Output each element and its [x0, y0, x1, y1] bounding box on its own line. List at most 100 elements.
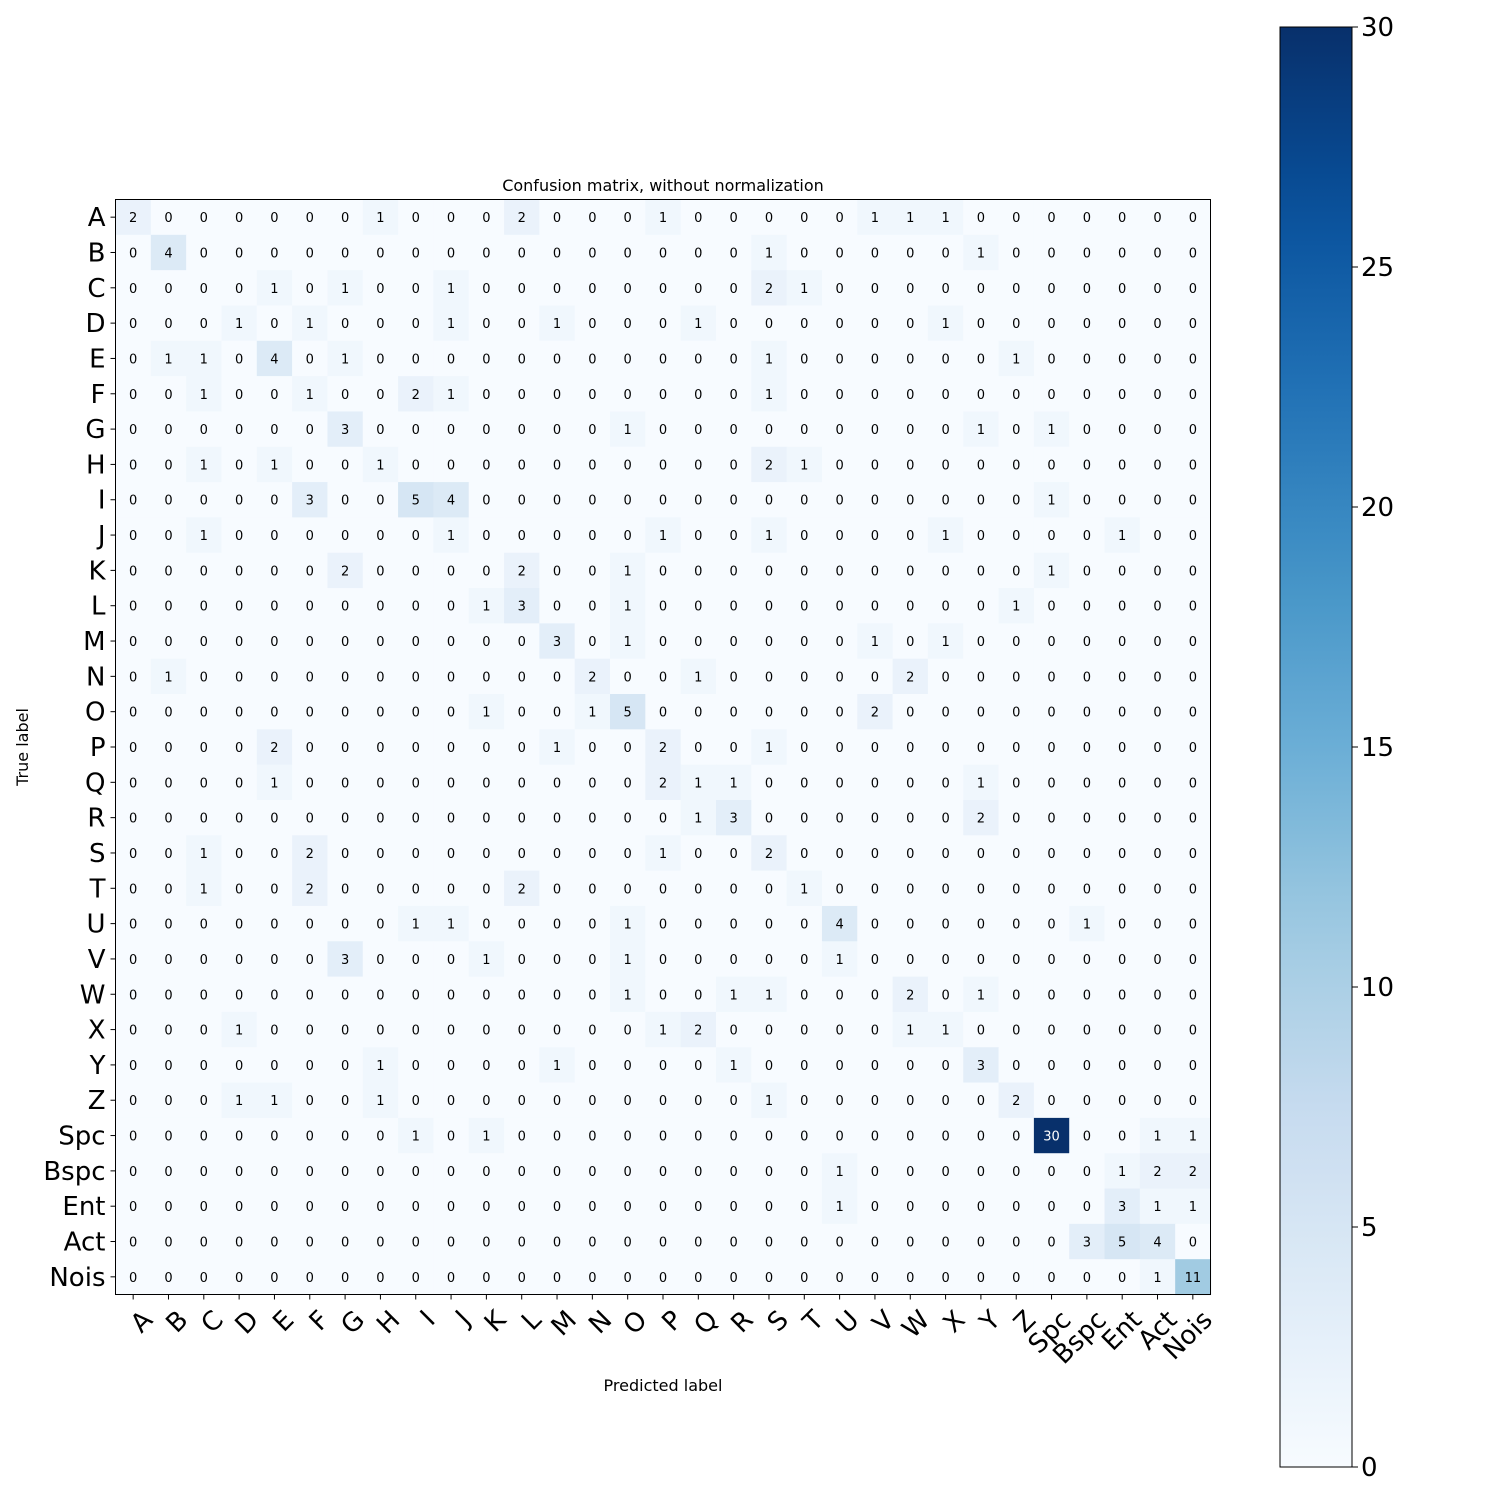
heatmap-cell: [1033, 340, 1070, 377]
heatmap-cell: [998, 799, 1035, 836]
heatmap-cell: [327, 623, 364, 660]
heatmap-cell: [362, 799, 399, 836]
heatmap-cell: [610, 764, 646, 801]
cell-value-label: 1: [1012, 600, 1020, 615]
cell-value-label: 0: [800, 741, 808, 756]
cell-value-label: 0: [129, 458, 137, 473]
heatmap-cell: [362, 411, 399, 448]
cell-value-label: 0: [800, 1200, 808, 1215]
heatmap-cell: [327, 1153, 364, 1190]
heatmap-cell: [998, 340, 1035, 377]
heatmap-cell: [292, 799, 329, 836]
cell-value-label: 0: [871, 1024, 879, 1039]
heatmap-cell: [504, 199, 540, 236]
cell-value-label: 1: [553, 741, 561, 756]
cell-value-label: 0: [835, 1059, 843, 1074]
heatmap-cell: [115, 835, 152, 872]
cell-value-label: 0: [482, 847, 490, 862]
heatmap-cell: [1139, 1259, 1176, 1296]
heatmap-cell: [1033, 1153, 1070, 1190]
heatmap-cell: [1033, 234, 1070, 271]
cell-value-label: 0: [800, 1165, 808, 1180]
heatmap-cell: [821, 517, 858, 554]
heatmap-cell: [292, 905, 329, 942]
cell-value-label: 0: [518, 458, 526, 473]
cell-value-label: 1: [765, 1094, 773, 1109]
cell-value-label: 0: [270, 635, 278, 650]
cell-value-label: 0: [1118, 352, 1126, 367]
heatmap-cell: [751, 623, 788, 660]
cell-value-label: 0: [129, 246, 137, 261]
heatmap-cell: [186, 588, 223, 624]
cell-value-label: 0: [765, 1130, 773, 1145]
y-tick-label: V: [88, 945, 106, 975]
heatmap-cell: [1033, 446, 1070, 483]
heatmap-cell: [680, 870, 717, 907]
cell-value-label: 0: [447, 953, 455, 968]
heatmap-cell: [115, 1188, 152, 1225]
heatmap-cell: [1069, 764, 1106, 801]
heatmap-cell: [1175, 1223, 1212, 1260]
cell-value-label: 1: [800, 458, 808, 473]
heatmap-cell: [1139, 199, 1176, 236]
cell-value-label: 0: [200, 988, 208, 1003]
cell-value-label: 0: [306, 564, 314, 579]
heatmap-cell: [504, 1259, 540, 1296]
cell-value-label: 0: [694, 529, 702, 544]
cell-value-label: 0: [306, 635, 314, 650]
cell-value-label: 0: [1012, 776, 1020, 791]
cell-value-label: 0: [482, 1094, 490, 1109]
heatmap-cell: [1033, 835, 1070, 872]
cell-value-label: 0: [412, 1024, 420, 1039]
heatmap-cell: [786, 835, 823, 872]
heatmap-cell: [786, 976, 823, 1013]
cell-value-label: 0: [1012, 1271, 1020, 1286]
cell-value-label: 0: [588, 1271, 596, 1286]
heatmap-cell: [256, 482, 293, 518]
cell-value-label: 1: [1083, 918, 1091, 933]
cell-value-label: 2: [659, 776, 667, 791]
cell-value-label: 0: [1153, 423, 1161, 438]
cell-value-label: 1: [482, 1130, 490, 1145]
cell-value-label: 0: [376, 741, 384, 756]
heatmap-cell: [362, 199, 399, 236]
heatmap-cell: [256, 1082, 293, 1119]
heatmap-cell: [256, 1047, 293, 1084]
cell-value-label: 0: [906, 847, 914, 862]
x-tick-label: E: [267, 1305, 300, 1338]
heatmap-cell: [574, 482, 611, 518]
cell-value-label: 0: [1153, 953, 1161, 968]
heatmap-cell: [1139, 270, 1176, 307]
heatmap-cell: [221, 1117, 258, 1154]
heatmap-cell: [963, 340, 1000, 377]
cell-value-label: 0: [306, 1094, 314, 1109]
heatmap-cell: [1175, 1259, 1212, 1296]
cell-value-label: 0: [1118, 564, 1126, 579]
heatmap-cell: [468, 446, 505, 483]
cell-value-label: 0: [730, 352, 738, 367]
heatmap-cell: [927, 1259, 964, 1296]
cell-value-label: 0: [588, 564, 596, 579]
cell-value-label: 0: [447, 882, 455, 897]
colorbar-tick-label: 10: [1361, 973, 1394, 1003]
cell-value-label: 0: [906, 706, 914, 721]
cell-value-label: 0: [941, 1236, 949, 1251]
cell-value-label: 0: [871, 282, 879, 297]
cell-value-label: 0: [1189, 458, 1197, 473]
heatmap-cell: [927, 1188, 964, 1225]
cell-value-label: 0: [1012, 317, 1020, 332]
heatmap-cell: [221, 1223, 258, 1260]
cell-value-label: 0: [624, 1059, 632, 1074]
heatmap-cell: [327, 799, 364, 836]
cell-value-label: 0: [129, 564, 137, 579]
heatmap-cell: [1033, 870, 1070, 907]
heatmap-cell: [645, 1011, 682, 1048]
heatmap-cell: [1139, 552, 1176, 589]
cell-value-label: 0: [1083, 458, 1091, 473]
cell-value-label: 0: [129, 635, 137, 650]
cell-value-label: 0: [694, 1271, 702, 1286]
cell-value-label: 0: [270, 706, 278, 721]
cell-value-label: 0: [1012, 670, 1020, 685]
heatmap-cell: [115, 905, 152, 942]
